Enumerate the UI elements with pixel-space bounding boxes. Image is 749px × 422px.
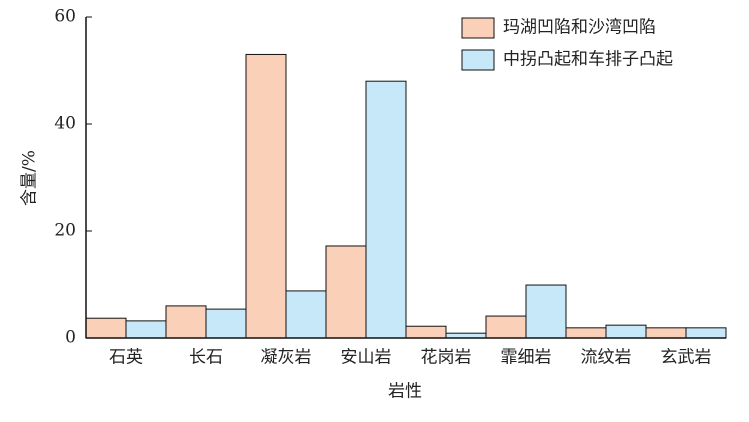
bar: [485, 315, 527, 339]
bar: [125, 320, 167, 339]
bar: [245, 53, 287, 339]
y-tick-label: 40: [54, 114, 76, 134]
bar: [685, 327, 727, 339]
y-tick-label: 0: [65, 328, 76, 348]
bar: [165, 305, 207, 339]
legend-label: 中拐凸起和车排子凸起: [503, 50, 673, 70]
x-axis-label: 岩性: [388, 382, 422, 402]
bar: [645, 327, 687, 339]
bar: [525, 284, 567, 339]
bar: [365, 80, 407, 339]
legend-swatch: [461, 17, 495, 39]
x-tick-label: 安山岩: [341, 348, 392, 368]
bar: [605, 324, 647, 339]
x-tick-label: 凝灰岩: [261, 348, 312, 368]
x-tick-label: 玄武岩: [661, 348, 712, 368]
legend-swatch: [461, 49, 495, 71]
bar: [285, 290, 327, 339]
bar: [205, 308, 247, 339]
y-tick-label: 60: [54, 7, 76, 27]
x-tick-label: 流纹岩: [581, 348, 632, 368]
x-tick-label: 长石: [189, 348, 223, 368]
bar: [325, 245, 367, 339]
x-tick-label: 花岗岩: [421, 348, 472, 368]
x-tick-label: 霏细岩: [501, 348, 552, 368]
x-tick-label: 石英: [109, 348, 143, 368]
y-tick-label: 20: [54, 221, 76, 241]
bar: [405, 325, 447, 339]
legend-label: 玛湖凹陷和沙湾凹陷: [503, 18, 656, 38]
bar: [85, 317, 127, 339]
y-axis-label: 含量/%: [20, 150, 40, 206]
bar: [565, 327, 607, 339]
